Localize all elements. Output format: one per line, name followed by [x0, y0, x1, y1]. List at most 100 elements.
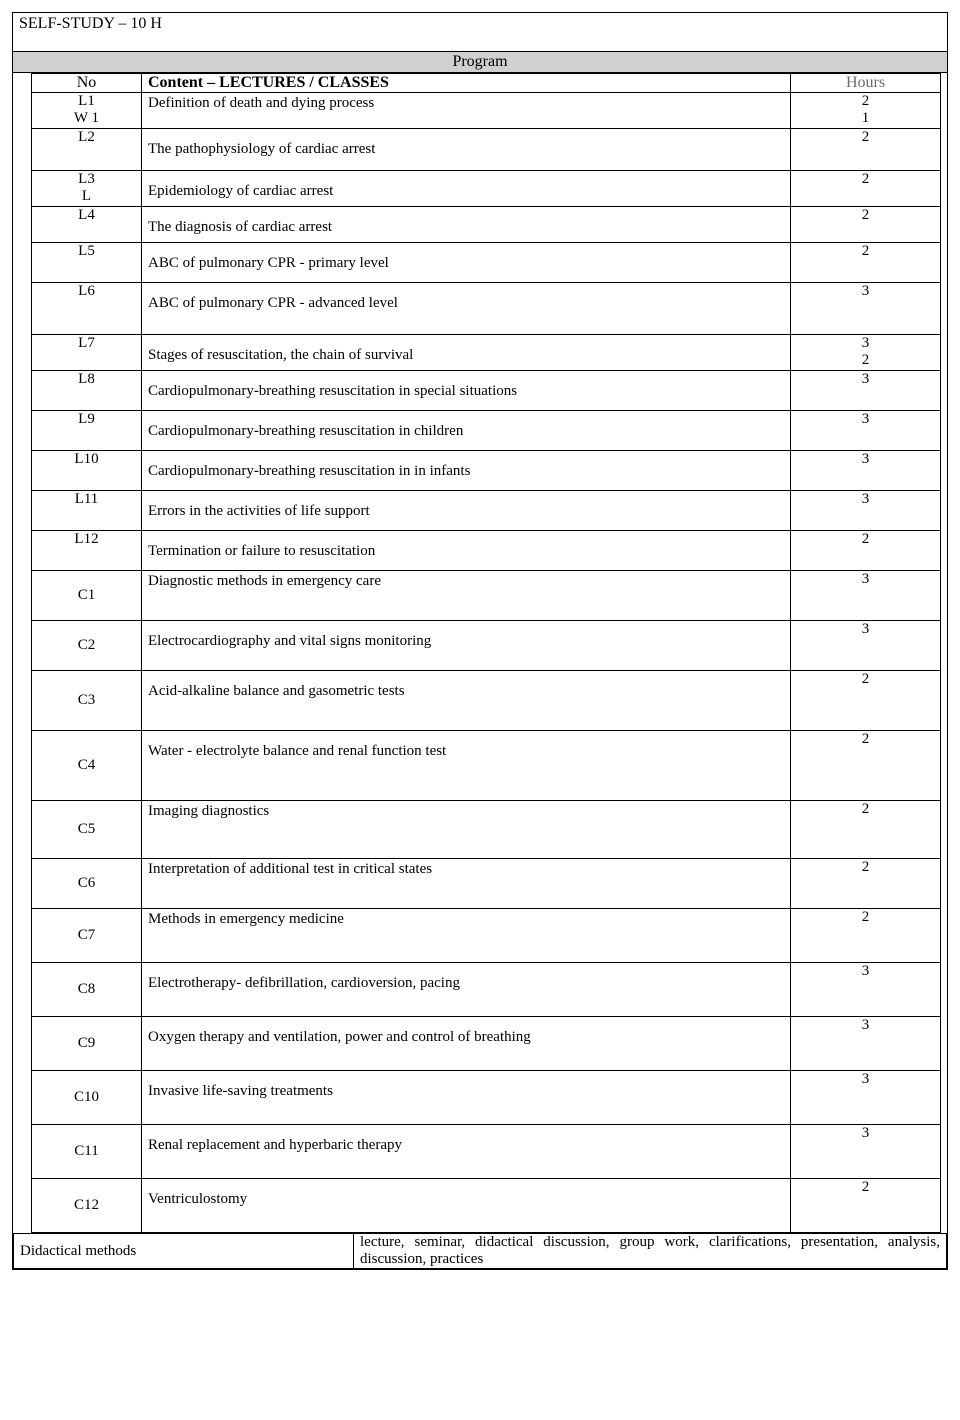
hours-line: 2	[797, 859, 934, 876]
cell-content: The pathophysiology of cardiac arrest	[142, 129, 791, 171]
table-row: C1Diagnostic methods in emergency care3	[32, 571, 941, 621]
cell-no: C1	[32, 571, 142, 621]
cell-content: Cardiopulmonary-breathing resuscitation …	[142, 411, 791, 451]
hours-line: 2	[797, 801, 934, 818]
table-row: L4The diagnosis of cardiac arrest2	[32, 207, 941, 243]
table-row: C10Invasive life-saving treatments3	[32, 1071, 941, 1125]
no-line: C12	[38, 1197, 135, 1214]
cell-no: C5	[32, 801, 142, 859]
cell-content: Renal replacement and hyperbaric therapy	[142, 1125, 791, 1179]
cell-content: Ventriculostomy	[142, 1179, 791, 1233]
table-row: L3LEpidemiology of cardiac arrest2	[32, 171, 941, 207]
col-header-hours: Hours	[791, 74, 941, 93]
table-row: C7 Methods in emergency medicine 2	[32, 909, 941, 963]
didactical-table: Didactical methods lecture, seminar, did…	[13, 1233, 947, 1269]
table-row: C3 Acid-alkaline balance and gasometric t…	[32, 671, 941, 731]
cell-no: L3L	[32, 171, 142, 207]
hours-line: 3	[797, 963, 934, 980]
cell-hours: 3	[791, 371, 941, 411]
cell-content: Termination or failure to resuscitation	[142, 531, 791, 571]
hours-line: 3	[797, 451, 934, 468]
cell-content: Methods in emergency medicine	[142, 909, 791, 963]
no-line: L12	[38, 531, 135, 548]
table-row: L11Errors in the activities of life supp…	[32, 491, 941, 531]
cell-hours: 2	[791, 801, 941, 859]
hours-line: 3	[797, 335, 934, 352]
hours-line: 2	[797, 731, 934, 748]
no-line: L6	[38, 283, 135, 300]
cell-no: C7	[32, 909, 142, 963]
hours-line: 1	[797, 110, 934, 127]
cell-hours: 3	[791, 1125, 941, 1179]
cell-no: C3	[32, 671, 142, 731]
cell-content: Errors in the activities of life support	[142, 491, 791, 531]
cell-hours: 2	[791, 207, 941, 243]
no-line: L	[38, 188, 135, 205]
table-row: L6ABC of pulmonary CPR - advanced level3	[32, 283, 941, 335]
table-row: L8Cardiopulmonary-breathing resuscitatio…	[32, 371, 941, 411]
cell-no: L10	[32, 451, 142, 491]
table-row: C8Electrotherapy- defibrillation, cardio…	[32, 963, 941, 1017]
table-row: L10Cardiopulmonary-breathing resuscitati…	[32, 451, 941, 491]
hours-line: 3	[797, 571, 934, 588]
cell-hours: 2	[791, 671, 941, 731]
cell-content: Oxygen therapy and ventilation, power an…	[142, 1017, 791, 1071]
cell-content: Electrocardiography and vital signs moni…	[142, 621, 791, 671]
hours-line: 3	[797, 491, 934, 508]
no-line: C9	[38, 1035, 135, 1052]
cell-content: Water - electrolyte balance and renal fu…	[142, 731, 791, 801]
no-line: L10	[38, 451, 135, 468]
cell-no: L8	[32, 371, 142, 411]
no-line: C7	[38, 927, 135, 944]
hours-line: 3	[797, 1125, 934, 1142]
cell-content: Acid-alkaline balance and gasometric tes…	[142, 671, 791, 731]
cell-hours: 32	[791, 335, 941, 371]
no-line: L9	[38, 411, 135, 428]
table-row: L2 The pathophysiology of cardiac arrest 2	[32, 129, 941, 171]
cell-hours: 2	[791, 531, 941, 571]
table-row: L12 Termination or failure to resuscitati…	[32, 531, 941, 571]
cell-content: Stages of resuscitation, the chain of su…	[142, 335, 791, 371]
hours-line: 2	[797, 671, 934, 688]
no-line: C2	[38, 637, 135, 654]
cell-hours: 3	[791, 963, 941, 1017]
no-line: L2	[38, 129, 135, 146]
hours-line: 2	[797, 129, 934, 146]
cell-no: C4	[32, 731, 142, 801]
no-line: L4	[38, 207, 135, 224]
no-line: L3	[38, 171, 135, 188]
hours-line: 2	[797, 243, 934, 260]
cell-no: C8	[32, 963, 142, 1017]
table-row: L1W 1Definition of death and dying proce…	[32, 93, 941, 129]
table-row: L7Stages of resuscitation, the chain of …	[32, 335, 941, 371]
hours-line: 2	[797, 352, 934, 369]
document-frame: SELF-STUDY – 10 H Program No Content – L…	[12, 12, 948, 1270]
cell-hours: 3	[791, 411, 941, 451]
cell-hours: 3	[791, 1071, 941, 1125]
cell-content: Definition of death and dying process	[142, 93, 791, 129]
cell-no: L2	[32, 129, 142, 171]
hours-line: 2	[797, 909, 934, 926]
cell-hours: 3	[791, 283, 941, 335]
cell-no: L4	[32, 207, 142, 243]
table-wrapper: No Content – LECTURES / CLASSES Hours L1…	[13, 73, 947, 1233]
cell-content: Invasive life-saving treatments	[142, 1071, 791, 1125]
cell-hours: 2	[791, 171, 941, 207]
hours-line: 2	[797, 171, 934, 188]
cell-hours: 2	[791, 909, 941, 963]
cell-no: C9	[32, 1017, 142, 1071]
cell-hours: 2	[791, 129, 941, 171]
table-row: C6Interpretation of additional test in c…	[32, 859, 941, 909]
cell-content: Epidemiology of cardiac arrest	[142, 171, 791, 207]
cell-content: Electrotherapy- defibrillation, cardiove…	[142, 963, 791, 1017]
hours-line: 2	[797, 207, 934, 224]
no-line: C3	[38, 692, 135, 709]
cell-no: L5	[32, 243, 142, 283]
table-row: C9 Oxygen therapy and ventilation, power …	[32, 1017, 941, 1071]
cell-hours: 21	[791, 93, 941, 129]
cell-no: C10	[32, 1071, 142, 1125]
didactical-label: Didactical methods	[14, 1234, 354, 1269]
cell-no: C2	[32, 621, 142, 671]
hours-line: 3	[797, 621, 934, 638]
cell-hours: 3	[791, 1017, 941, 1071]
